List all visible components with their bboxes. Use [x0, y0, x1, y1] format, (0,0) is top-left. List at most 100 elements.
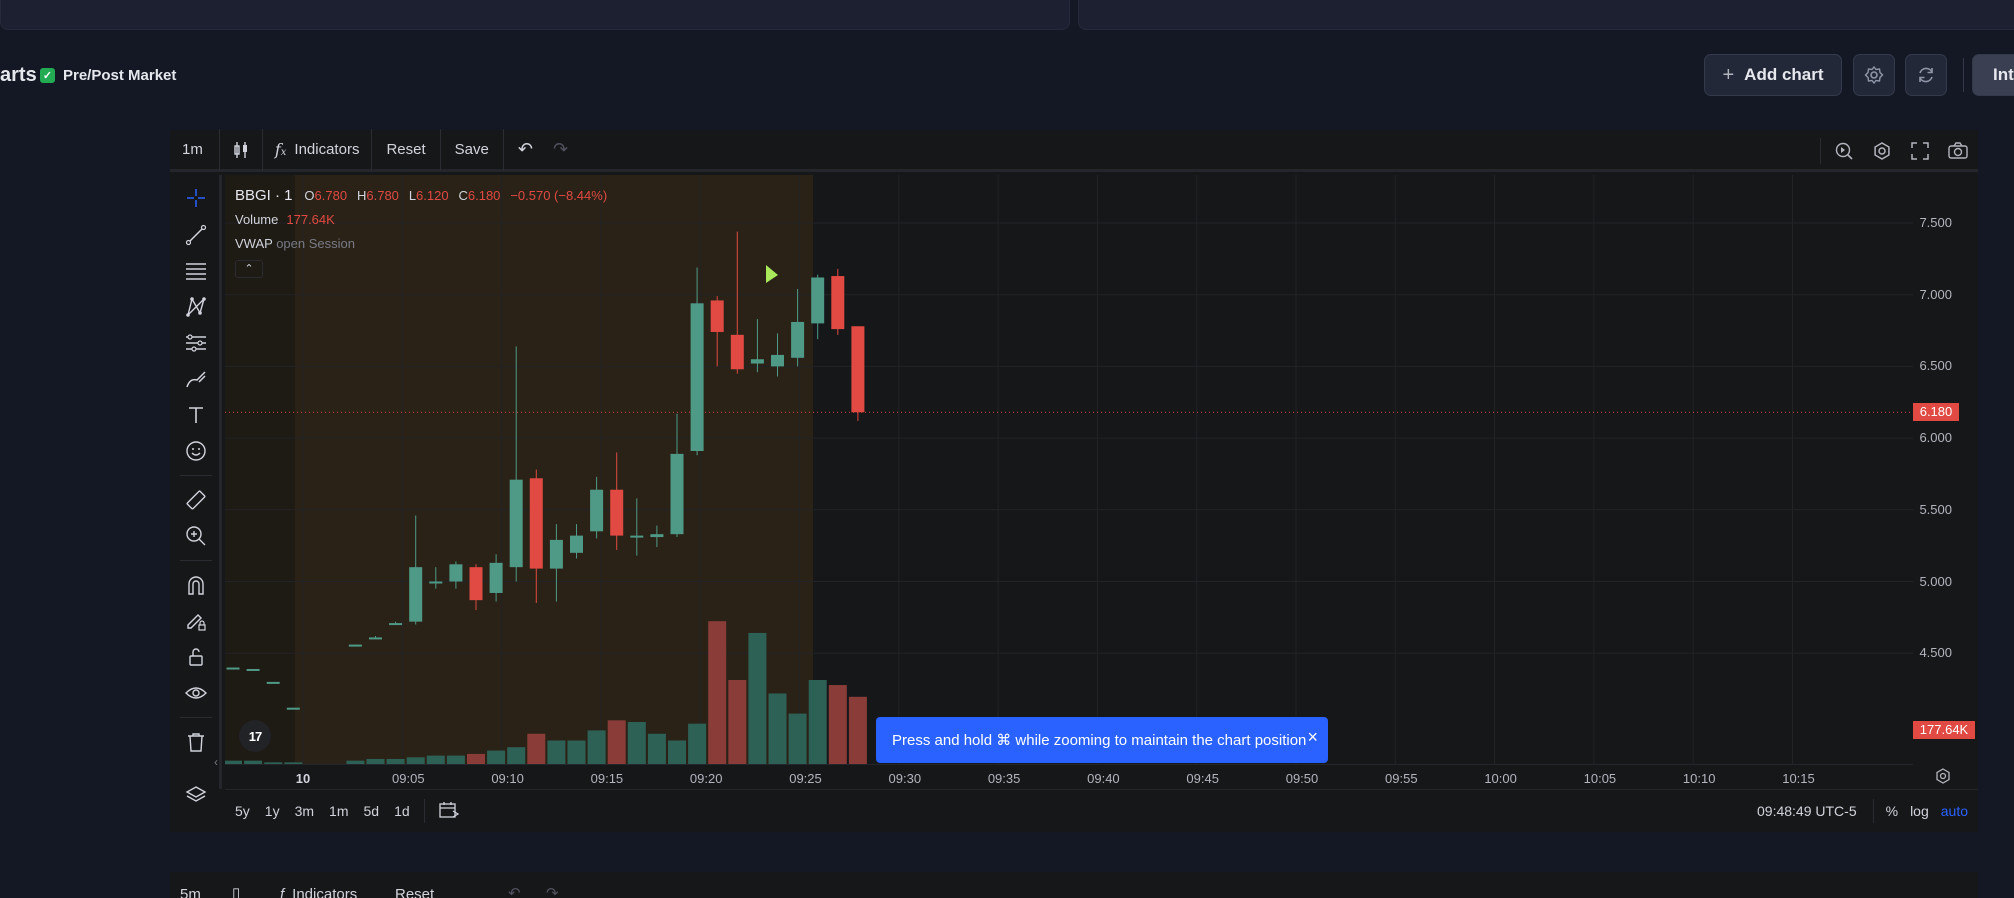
- indicators-button[interactable]: f Indicators: [280, 886, 357, 898]
- text-icon[interactable]: [178, 400, 214, 430]
- redo-button[interactable]: ↷: [543, 129, 578, 171]
- volume-bar: [688, 723, 707, 764]
- replay-button[interactable]: [1826, 130, 1862, 172]
- measure-lines-icon[interactable]: [178, 328, 214, 358]
- brush-icon[interactable]: [178, 364, 214, 394]
- volume-bar: [708, 621, 727, 764]
- range-1m-button[interactable]: 1m: [329, 803, 349, 819]
- reset-button[interactable]: Reset: [372, 128, 441, 171]
- log-toggle[interactable]: log: [1910, 803, 1929, 819]
- time-tick: 09:45: [1186, 771, 1219, 786]
- candle-body: [710, 300, 724, 332]
- checkbox-icon[interactable]: ✓: [40, 68, 55, 83]
- volume-bar: [587, 730, 606, 764]
- candle-body: [811, 277, 825, 324]
- chart-type-button[interactable]: [220, 128, 263, 171]
- candles-icon[interactable]: ▯: [232, 885, 241, 898]
- volume-bar: [768, 693, 787, 764]
- volume-bar: [284, 762, 303, 764]
- integrations-button[interactable]: Int: [1972, 54, 2014, 96]
- collapse-legend-button[interactable]: ⌃: [235, 260, 263, 278]
- volume-bar: [346, 760, 365, 764]
- zoom-in-icon[interactable]: [178, 521, 214, 551]
- c-label: C: [458, 188, 468, 203]
- volume-bar: [467, 753, 485, 764]
- undo-button[interactable]: ↶: [504, 129, 543, 171]
- change-value: −0.570 (−8.44%): [510, 188, 608, 203]
- symbol-label[interactable]: BBGI · 1: [235, 187, 293, 204]
- auto-toggle[interactable]: auto: [1940, 803, 1968, 819]
- redo-icon[interactable]: ↷: [546, 885, 559, 898]
- bottom-toolbar: 5y 1y 3m 1m 5d 1d 09:48:49 UTC-5 % log a…: [225, 789, 1978, 832]
- screenshot-button[interactable]: [1940, 130, 1976, 172]
- percent-toggle[interactable]: %: [1885, 803, 1899, 819]
- axis-settings-button[interactable]: [1935, 768, 1951, 789]
- ruler-icon[interactable]: [178, 485, 214, 515]
- candle-body: [750, 359, 764, 364]
- drawing-toolbar: [170, 175, 222, 789]
- emoji-icon[interactable]: [178, 436, 214, 466]
- add-chart-label: Add chart: [1744, 65, 1824, 84]
- refresh-button[interactable]: [1905, 54, 1947, 96]
- chart-settings-button[interactable]: [1864, 130, 1900, 172]
- time-tick: 10:05: [1583, 771, 1617, 786]
- range-3m-button[interactable]: 3m: [294, 803, 315, 819]
- alert-marker: [766, 265, 778, 283]
- save-button[interactable]: Save: [441, 128, 504, 171]
- volume-tag: 177.64K: [1913, 721, 1975, 739]
- range-1d-button[interactable]: 1d: [394, 803, 410, 819]
- time-tick: 09:55: [1385, 771, 1418, 786]
- lock-draw-icon[interactable]: [178, 606, 214, 636]
- undo-icon[interactable]: ↶: [508, 885, 521, 898]
- chart-toolbar: 1m fx Indicators Reset Save ↶ ↷: [170, 128, 1978, 172]
- chart-panel: 1m fx Indicators Reset Save ↶ ↷: [170, 128, 1978, 832]
- refresh-icon: [1919, 67, 1933, 83]
- candles-icon: [234, 141, 247, 158]
- volume-bar: [507, 747, 526, 764]
- page-title: arts: [0, 64, 37, 86]
- chart-pane[interactable]: BBGI · 1 O6.780 H6.780 L6.120 C6.180 −0.…: [225, 175, 1913, 764]
- range-5d-button[interactable]: 5d: [363, 803, 380, 819]
- time-tick: 09:35: [987, 771, 1021, 786]
- chevron-up-icon: ⌃: [244, 263, 254, 275]
- interval-button[interactable]: 5m: [180, 886, 201, 898]
- fullscreen-icon: [1911, 142, 1929, 160]
- vwap-row[interactable]: VWAP open Session: [235, 232, 607, 256]
- collapse-toolbar-icon[interactable]: ‹: [214, 755, 218, 769]
- tv-logo[interactable]: 17: [239, 720, 271, 752]
- candle-body: [771, 354, 784, 367]
- range-1y-button[interactable]: 1y: [264, 803, 280, 819]
- crosshair-icon[interactable]: [178, 183, 214, 213]
- range-5y-button[interactable]: 5y: [235, 803, 250, 819]
- trend-line-icon[interactable]: [178, 220, 214, 250]
- volume-bar: [527, 733, 546, 764]
- volume-bar: [244, 760, 263, 764]
- trash-icon[interactable]: [178, 727, 214, 757]
- time-tick: 09:25: [789, 771, 822, 786]
- fib-icon[interactable]: [178, 256, 214, 286]
- pattern-icon[interactable]: [178, 292, 214, 322]
- magnet-icon[interactable]: [178, 570, 214, 600]
- close-icon[interactable]: ×: [1307, 727, 1318, 747]
- interval-button[interactable]: 1m: [170, 128, 220, 171]
- candle-body: [389, 623, 403, 626]
- plus-icon: +: [1722, 63, 1735, 86]
- goto-date-button[interactable]: [439, 801, 459, 822]
- fullscreen-button[interactable]: [1902, 130, 1938, 172]
- candle-body: [529, 478, 543, 569]
- indicators-button[interactable]: fx Indicators: [263, 128, 373, 171]
- unlock-icon[interactable]: [178, 642, 214, 672]
- add-chart-button[interactable]: + Add chart: [1704, 54, 1842, 96]
- layers-icon[interactable]: [178, 780, 214, 810]
- time-axis[interactable]: 10 09:05 09:10 09:15 09:20 09:25 09:30 09:35 09:…: [225, 764, 1913, 789]
- toast-message: Press and hold ⌘ while zooming to mainta…: [892, 732, 1307, 749]
- settings-button[interactable]: [1853, 54, 1895, 96]
- premarket-toggle[interactable]: ✓ Pre/Post Market: [40, 67, 176, 84]
- volume-row[interactable]: Volume 177.64K: [235, 208, 607, 232]
- volume-bar: [567, 740, 586, 764]
- price-axis[interactable]: 6.180 177.64K 7.500 7.000 6.500 6.000 5.500 5…: [1913, 175, 1978, 764]
- clock-label[interactable]: 09:48:49 UTC-5: [1757, 803, 1857, 819]
- reset-button[interactable]: Reset: [395, 886, 435, 898]
- replay-icon: [1835, 142, 1853, 160]
- eye-icon[interactable]: [178, 678, 214, 708]
